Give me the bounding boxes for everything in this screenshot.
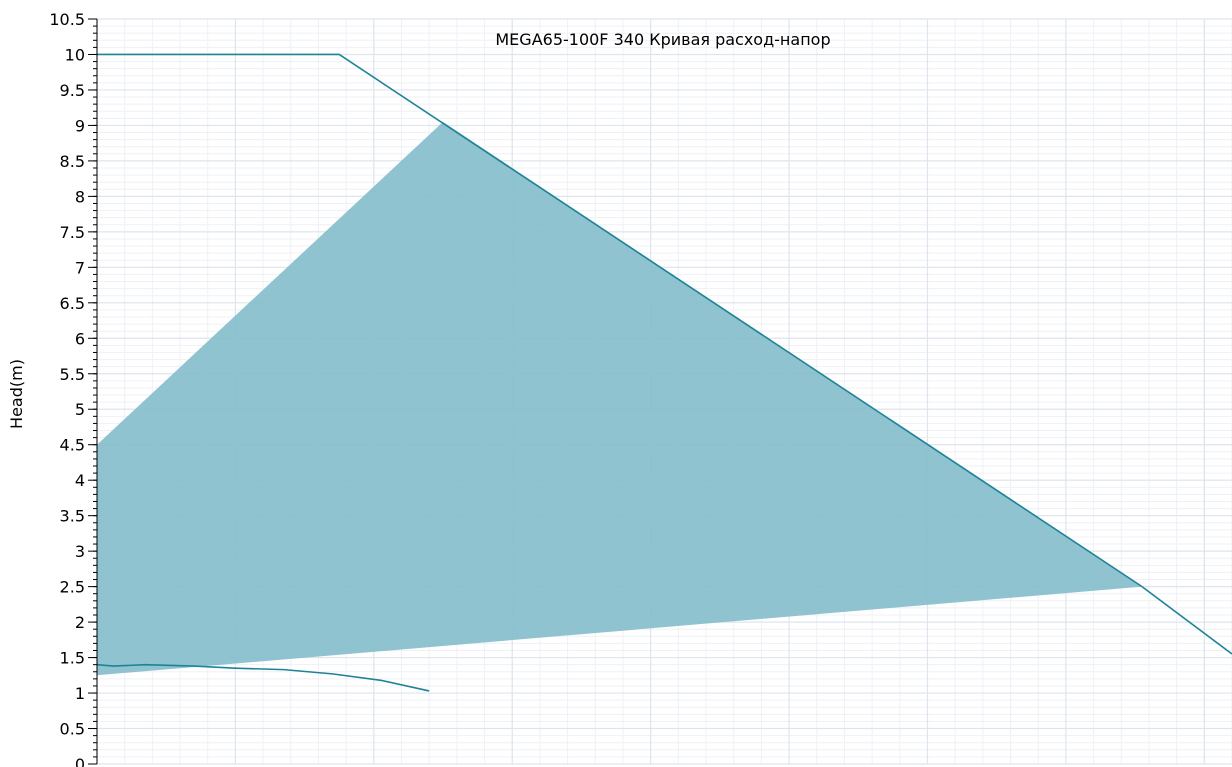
y-tick-label: 9 <box>75 116 85 135</box>
y-tick-label: 3.5 <box>60 507 85 526</box>
y-axis: 0 0.5 1 1.5 2 2.5 3 3.5 4 4.5 5 5.5 6 6.5 7 7.5 8 8.5 9 9.5… <box>49 10 98 767</box>
y-tick-label: 5 <box>75 400 85 419</box>
y-tick-label: 0.5 <box>60 720 85 739</box>
y-tick-label: 3 <box>75 542 85 561</box>
operating-region <box>97 121 1143 676</box>
y-tick-label: 1.5 <box>60 649 85 668</box>
series-layer <box>96 53 1232 692</box>
y-tick-label: 8 <box>75 187 85 206</box>
chart-title: MEGA65-100F 340 Кривая расход-напор <box>495 30 830 49</box>
max-head-curve-line <box>97 53 1232 655</box>
operating-region-layer <box>97 121 1143 676</box>
y-tick-label: 8.5 <box>60 152 85 171</box>
y-tick-label: 6 <box>75 329 85 348</box>
y-tick-label: 0 <box>75 755 85 767</box>
y-tick-label: 6.5 <box>60 294 85 313</box>
y-tick-label: 7 <box>75 258 85 277</box>
efficiency-curve-line <box>96 663 430 692</box>
y-tick-label: 9.5 <box>60 81 85 100</box>
y-tick-label: 10.5 <box>49 10 85 29</box>
y-axis-title: Head(m) <box>7 359 26 429</box>
y-tick-label: 4.5 <box>60 436 85 455</box>
y-tick-label: 5.5 <box>60 365 85 384</box>
y-tick-label: 10 <box>65 45 85 64</box>
y-tick-label: 2 <box>75 613 85 632</box>
y-tick-label: 2.5 <box>60 578 85 597</box>
y-tick-label: 7.5 <box>60 223 85 242</box>
y-tick-label: 4 <box>75 471 85 490</box>
y-tick-label: 1 <box>75 684 85 703</box>
